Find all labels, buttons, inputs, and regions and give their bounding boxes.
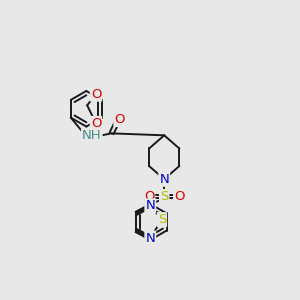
Text: N: N (146, 232, 155, 244)
Text: S: S (158, 213, 166, 226)
Text: N: N (159, 173, 169, 186)
Text: O: O (91, 117, 101, 130)
Text: O: O (174, 190, 184, 203)
Text: O: O (144, 190, 154, 203)
Text: S: S (160, 190, 168, 203)
Text: N: N (146, 200, 155, 212)
Text: NH: NH (82, 129, 102, 142)
Text: O: O (91, 88, 101, 100)
Text: O: O (114, 113, 125, 126)
